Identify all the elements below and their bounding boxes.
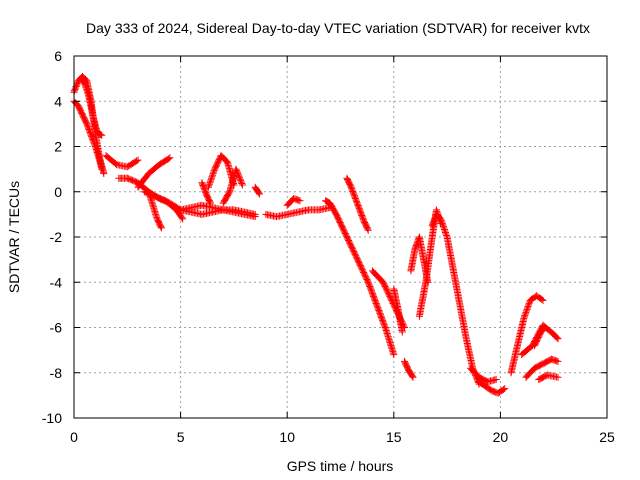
data-points — [401, 357, 417, 381]
data-points — [177, 201, 259, 218]
data-points — [428, 210, 483, 388]
data-series — [70, 72, 562, 397]
data-points — [102, 152, 142, 171]
data-points — [322, 197, 398, 359]
series-track-w — [428, 210, 483, 388]
y-tick-label: 4 — [54, 93, 62, 109]
x-tick-label: 20 — [493, 429, 509, 445]
series-track-ad — [531, 324, 549, 350]
y-tick-label: -6 — [50, 320, 63, 336]
series-track-i — [177, 201, 259, 218]
series-track-x — [475, 378, 509, 397]
data-points — [475, 378, 509, 397]
y-tick-label: -2 — [50, 229, 63, 245]
data-points — [535, 371, 562, 383]
x-axis-label: GPS time / hours — [287, 458, 394, 474]
data-points — [343, 174, 372, 234]
series-track-d — [102, 152, 142, 171]
x-tick-label: 10 — [279, 429, 295, 445]
data-points — [76, 75, 106, 139]
data-points — [390, 285, 406, 336]
data-points — [522, 355, 562, 381]
series-track-m — [251, 183, 263, 198]
axis-ticks: 0 5 10 15 20 25 -10 -8 -6 -4 -2 0 2 4 6 — [42, 48, 615, 445]
data-points — [198, 179, 214, 207]
series-track-f — [134, 154, 174, 191]
grid — [74, 56, 607, 418]
series-track-y — [467, 364, 500, 386]
data-points — [134, 154, 174, 191]
x-tick-label: 5 — [177, 429, 185, 445]
series-track-p — [322, 197, 398, 359]
y-axis-label: SDTVAR / TECUs — [6, 181, 22, 293]
x-tick-label: 15 — [386, 429, 402, 445]
data-points — [467, 364, 500, 386]
y-tick-label: 0 — [54, 184, 62, 200]
series-track-l — [219, 165, 246, 207]
data-points — [262, 204, 334, 221]
y-tick-label: 6 — [54, 48, 62, 64]
y-tick-label: -4 — [50, 274, 63, 290]
data-points — [507, 292, 547, 377]
y-tick-label: -8 — [50, 365, 63, 381]
series-track-o — [283, 195, 304, 209]
x-tick-label: 25 — [599, 429, 615, 445]
series-track-n — [262, 204, 334, 221]
chart-title: Day 333 of 2024, Sidereal Day-to-day VTE… — [86, 20, 590, 36]
series-track-t — [401, 357, 417, 381]
series-track-ab — [522, 355, 562, 381]
data-points — [251, 183, 263, 198]
data-points — [140, 188, 187, 223]
y-tick-label: -10 — [42, 410, 62, 426]
series-track-ac — [535, 371, 562, 383]
series-track-s — [390, 285, 406, 336]
series-track-k — [198, 179, 214, 207]
data-points — [531, 324, 549, 350]
data-points — [283, 195, 304, 209]
series-track-h — [140, 188, 187, 223]
series-track-q — [343, 174, 372, 234]
data-points — [219, 165, 246, 207]
series-track-z — [507, 292, 547, 377]
series-track-c — [76, 75, 106, 139]
x-tick-label: 0 — [70, 429, 78, 445]
y-tick-label: 2 — [54, 139, 62, 155]
